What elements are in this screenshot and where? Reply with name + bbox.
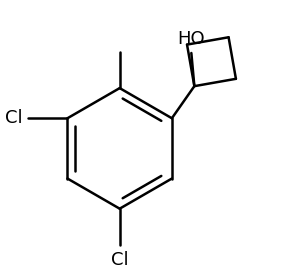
Text: HO: HO — [178, 30, 205, 48]
Text: Cl: Cl — [111, 251, 128, 269]
Text: Cl: Cl — [4, 109, 22, 127]
